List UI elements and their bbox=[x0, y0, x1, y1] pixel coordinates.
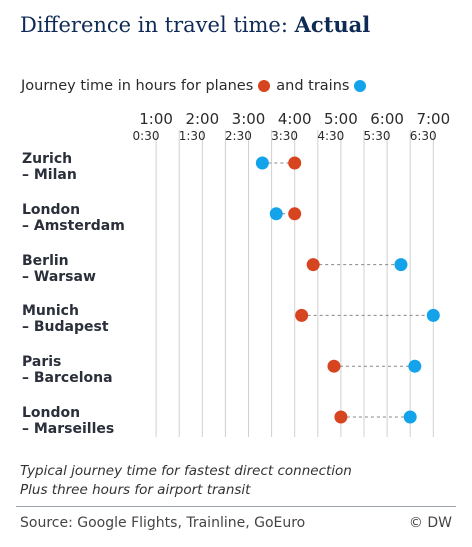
note-line-1: Typical journey time for fastest direct … bbox=[20, 463, 352, 479]
legend: Journey time in hours for planes and tra… bbox=[21, 78, 372, 94]
note-line-2: Plus three hours for airport transit bbox=[20, 482, 251, 498]
x-major-tick-label: 5:00 bbox=[324, 110, 358, 128]
route-destination: – Marseilles bbox=[22, 421, 115, 437]
credit-text: © DW bbox=[408, 515, 452, 531]
route-label: London – Marseilles bbox=[22, 405, 114, 437]
route-label: London – Amsterdam bbox=[22, 202, 125, 234]
route-destination: – Milan bbox=[22, 167, 77, 183]
x-minor-tick-label: 6:30 bbox=[410, 129, 437, 143]
train-point bbox=[408, 359, 422, 373]
route-origin: Munich bbox=[22, 303, 79, 320]
source-text: Source: Google Flights, Trainline, GoEur… bbox=[20, 515, 306, 531]
route-origin: Zurich bbox=[22, 151, 73, 167]
route-destination: – Budapest bbox=[22, 319, 109, 336]
route-destination: – Barcelona bbox=[22, 370, 113, 387]
train-point bbox=[403, 410, 417, 424]
route-origin: Paris bbox=[22, 354, 62, 371]
x-major-tick-label: 2:00 bbox=[185, 110, 219, 128]
train-point bbox=[255, 156, 269, 170]
title-accent: Actual bbox=[294, 12, 371, 37]
train-point bbox=[394, 258, 408, 272]
footer-divider bbox=[16, 506, 456, 507]
x-major-tick-label: 6:00 bbox=[370, 110, 404, 128]
x-minor-tick-label: 5:30 bbox=[364, 129, 391, 143]
route-label: Berlin – Warsaw bbox=[22, 253, 96, 285]
plane-point bbox=[306, 258, 320, 272]
train-point bbox=[269, 207, 283, 221]
legend-trains-label: and trains bbox=[276, 78, 350, 94]
x-minor-tick-label: 1:30 bbox=[179, 129, 206, 143]
plane-dot-icon bbox=[258, 80, 271, 92]
route-label: Zurich – Milan bbox=[22, 151, 77, 183]
x-major-tick-label: 4:00 bbox=[278, 110, 312, 128]
plane-point bbox=[334, 410, 348, 424]
chart-title: Difference in travel time: Actual bbox=[20, 12, 370, 37]
x-minor-tick-label: 0:30 bbox=[133, 129, 160, 143]
plane-point bbox=[288, 207, 302, 221]
dumbbell-chart: 1:00 2:00 3:00 4:00 5:00 6:00 7:00 0:30 1:30 2:30… bbox=[133, 110, 450, 437]
route-origin: London bbox=[22, 201, 81, 218]
plane-point bbox=[327, 359, 341, 373]
route-origin: Berlin bbox=[22, 252, 69, 269]
route-label: Paris – Barcelona bbox=[22, 354, 113, 386]
train-dot-icon bbox=[354, 80, 367, 92]
x-major-tick-label: 7:00 bbox=[416, 110, 450, 128]
x-minor-tick-label: 2:30 bbox=[225, 129, 252, 143]
route-destination: – Warsaw bbox=[22, 268, 96, 285]
title-main: Difference in travel time: bbox=[20, 13, 288, 37]
route-label: Munich – Budapest bbox=[22, 303, 109, 335]
route-destination: – Amsterdam bbox=[22, 217, 125, 234]
x-minor-tick-label: 4:30 bbox=[317, 129, 344, 143]
x-minor-tick-label: 3:30 bbox=[271, 129, 298, 143]
legend-planes-label: Journey time in hours for planes bbox=[21, 78, 254, 94]
plane-point bbox=[295, 308, 309, 322]
plane-point bbox=[288, 156, 302, 170]
route-origin: London bbox=[22, 405, 81, 421]
x-major-tick-label: 3:00 bbox=[232, 110, 266, 128]
train-point bbox=[426, 308, 440, 322]
chart-note: Typical journey time for fastest direct … bbox=[20, 462, 352, 500]
x-major-tick-label: 1:00 bbox=[139, 110, 173, 128]
